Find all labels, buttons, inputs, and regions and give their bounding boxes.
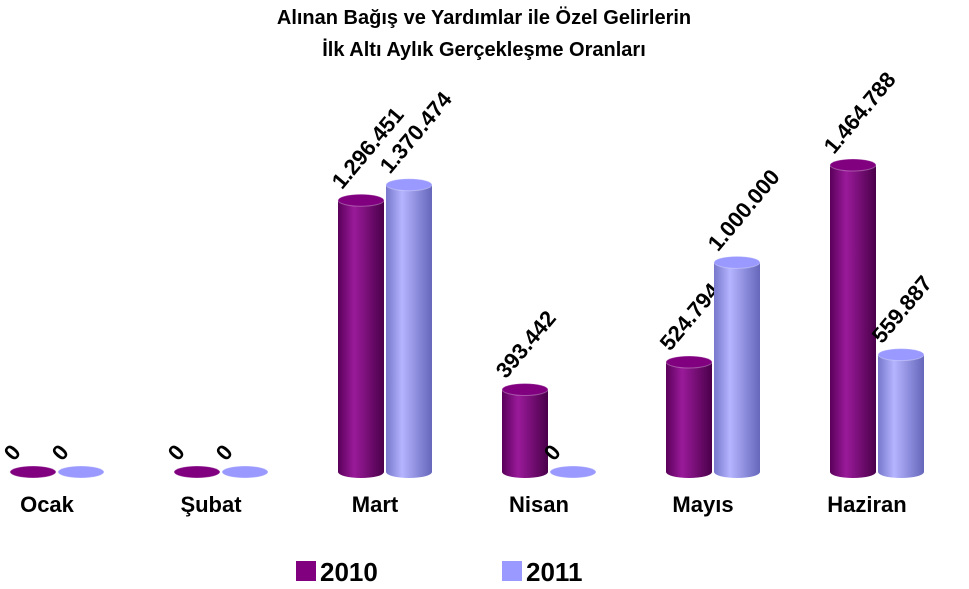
x-tick-label: Şubat bbox=[180, 492, 242, 517]
bar bbox=[713, 255, 761, 478]
value-label: 0 bbox=[0, 440, 26, 465]
bar bbox=[829, 158, 877, 478]
bar bbox=[877, 348, 925, 478]
x-tick-label: Nisan bbox=[509, 492, 569, 517]
bar-body bbox=[386, 184, 432, 472]
value-label: 1.464.788 bbox=[819, 67, 901, 158]
bar bbox=[337, 193, 385, 478]
bar-body bbox=[830, 165, 876, 472]
value-label: 0 bbox=[163, 440, 190, 465]
bar-top bbox=[9, 465, 57, 479]
bar-bottom bbox=[878, 466, 924, 478]
value-label: 1.000.000 bbox=[703, 165, 785, 256]
bar-body bbox=[878, 354, 924, 472]
legend-label: 2011 bbox=[526, 557, 582, 587]
bar-top bbox=[713, 255, 761, 269]
bar-top bbox=[337, 193, 385, 207]
x-tick-label: Mayıs bbox=[672, 492, 733, 517]
bar-top bbox=[829, 158, 877, 172]
bar-top bbox=[57, 465, 105, 479]
bar bbox=[665, 355, 713, 478]
bar-body bbox=[666, 362, 712, 472]
chart-title: Alınan Bağış ve Yardımlar ile Özel Gelir… bbox=[277, 6, 691, 29]
bar bbox=[549, 465, 597, 479]
value-label: 0 bbox=[211, 440, 238, 465]
value-label: 559.887 bbox=[867, 271, 937, 348]
x-tick-label: Haziran bbox=[827, 492, 906, 517]
bar-body bbox=[502, 389, 548, 472]
value-label: 393.442 bbox=[491, 306, 561, 383]
bar bbox=[221, 465, 269, 479]
bar bbox=[385, 178, 433, 478]
bar-bottom bbox=[830, 466, 876, 478]
bar-top bbox=[385, 178, 433, 192]
bar-bottom bbox=[386, 466, 432, 478]
bar-body bbox=[714, 262, 760, 472]
bar bbox=[501, 383, 549, 478]
bar-bottom bbox=[714, 466, 760, 478]
bar-bottom bbox=[338, 466, 384, 478]
bar-body bbox=[338, 200, 384, 472]
chart-subtitle: İlk Altı Aylık Gerçekleşme Oranları bbox=[322, 38, 646, 61]
bar-bottom bbox=[666, 466, 712, 478]
bar bbox=[9, 465, 57, 479]
legend-swatch bbox=[296, 561, 316, 581]
bar-top bbox=[501, 383, 549, 397]
x-tick-label: Ocak bbox=[20, 492, 75, 517]
bar bbox=[57, 465, 105, 479]
legend-label: 2010 bbox=[320, 557, 378, 587]
bar-top bbox=[665, 355, 713, 369]
value-label: 0 bbox=[47, 440, 74, 465]
x-tick-label: Mart bbox=[352, 492, 399, 517]
bar bbox=[173, 465, 221, 479]
bar-top bbox=[221, 465, 269, 479]
bar-bottom bbox=[502, 466, 548, 478]
bar-top bbox=[173, 465, 221, 479]
legend-swatch bbox=[502, 561, 522, 581]
bar-top bbox=[549, 465, 597, 479]
bar-top bbox=[877, 348, 925, 362]
